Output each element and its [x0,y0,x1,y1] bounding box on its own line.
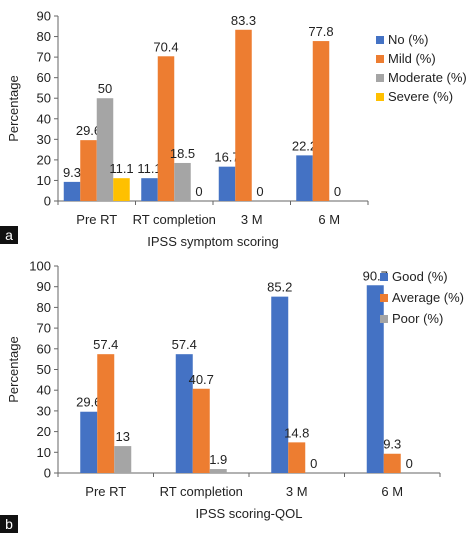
p1-bar [174,162,191,201]
p1-bar [63,181,81,201]
p2-bar [383,453,401,473]
p1-y-axis-title: Percentage [6,75,21,142]
p1-bar [141,178,158,201]
p2-y-tick-label: 80 [37,300,51,315]
p2-x-axis-title: IPSS scoring-QOL [196,506,303,521]
p2-category-label: Pre RT [85,484,126,499]
p2-bar [192,388,210,473]
p1-legend-label: No (%) [388,32,428,47]
p1-y-tick-label: 80 [37,29,51,44]
p1-y-tick-label: 10 [37,173,51,188]
p1-data-label: 11.1 [137,161,161,176]
p1-legend-swatch [376,93,384,101]
p2-bar [271,296,289,473]
p2-data-label: 29.6 [76,395,101,410]
p2-bar [97,354,115,473]
p2-data-label: 0 [406,456,413,471]
p2-legend-swatch [380,294,388,302]
p1-y-tick-label: 0 [44,194,51,209]
p1-category-label: 6 M [318,212,340,227]
p2-category-label: RT completion [160,484,243,499]
p2-data-label: 40.7 [189,372,214,387]
p1-data-label: 0 [256,184,263,199]
p1-legend-label: Severe (%) [388,89,453,104]
p2-bar [114,446,132,473]
p1-bar [296,155,313,201]
p2-legend-swatch [380,273,388,281]
p2-y-tick-label: 70 [37,321,51,336]
p1-data-label: 0 [334,184,341,199]
p1-data-label: 16.7 [214,150,239,165]
p2-data-label: 0 [310,456,317,471]
p1-legend-swatch [376,55,384,63]
p1-data-label: 29.6 [76,123,101,138]
p1-y-tick-label: 30 [37,132,51,147]
p2-legend-label: Good (%) [392,269,448,284]
p1-bar [218,166,236,201]
p2-y-tick-label: 90 [37,279,51,294]
p1-bar [96,98,114,201]
p2-bar [80,411,98,473]
p2-y-tick-label: 40 [37,383,51,398]
panel-tag-b: b [0,515,18,533]
p2-y-tick-label: 0 [44,466,51,481]
p2-legend-swatch [380,315,388,323]
p2-bar [288,442,306,473]
p1-data-label: 83.3 [231,13,256,28]
p2-y-tick-label: 20 [37,424,51,439]
p1-legend-label: Moderate (%) [388,70,467,85]
p2-category-label: 3 M [286,484,308,499]
p1-legend-label: Mild (%) [388,51,436,66]
p2-y-tick-label: 100 [29,259,51,274]
p1-x-axis-title: IPSS symptom scoring [147,234,279,249]
p1-category-label: Pre RT [76,212,117,227]
p1-data-label: 70.4 [153,39,178,54]
p1-y-tick-label: 60 [37,70,51,85]
p1-category-label: RT completion [133,212,216,227]
p2-y-tick-label: 60 [37,341,51,356]
p1-bar [157,56,175,202]
p2-category-label: 6 M [381,484,403,499]
p1-data-label: 77.8 [308,24,333,39]
p1-data-label: 18.5 [170,146,195,161]
p2-data-label: 85.2 [267,280,292,295]
p2-y-tick-label: 50 [37,362,51,377]
p1-bar [80,140,97,201]
panel-tag-a: a [0,226,18,244]
p1-legend-swatch [376,74,384,82]
p2-data-label: 13 [116,429,130,444]
p1-data-label: 22.2 [292,138,317,153]
p2-legend-label: Poor (%) [392,311,443,326]
p1-data-label: 0 [195,184,202,199]
p2-bar [366,285,384,473]
p1-y-tick-label: 90 [37,9,51,24]
p1-y-tick-label: 70 [37,50,51,65]
p1-data-label: 9.3 [63,165,81,180]
p1-bar [113,178,130,201]
p2-bar [175,354,193,473]
p1-y-tick-label: 20 [37,152,51,167]
p2-legend-label: Average (%) [392,290,464,305]
p2-y-axis-title: Percentage [6,336,21,403]
p1-category-label: 3 M [241,212,263,227]
p2-bar [209,469,227,473]
p1-y-tick-label: 50 [37,91,51,106]
p1-data-label: 11.1 [109,161,133,176]
p1-bar [312,41,330,202]
p1-data-label: 50 [98,81,112,96]
p1-legend-swatch [376,36,384,44]
p2-data-label: 1.9 [209,452,227,467]
p2-y-tick-label: 10 [37,445,51,460]
p1-bar [235,29,252,202]
p2-data-label: 9.3 [383,437,401,452]
p2-y-tick-label: 30 [37,403,51,418]
p2-data-label: 57.4 [172,337,197,352]
p1-y-tick-label: 40 [37,111,51,126]
p2-data-label: 14.8 [284,425,309,440]
p2-data-label: 57.4 [93,337,118,352]
